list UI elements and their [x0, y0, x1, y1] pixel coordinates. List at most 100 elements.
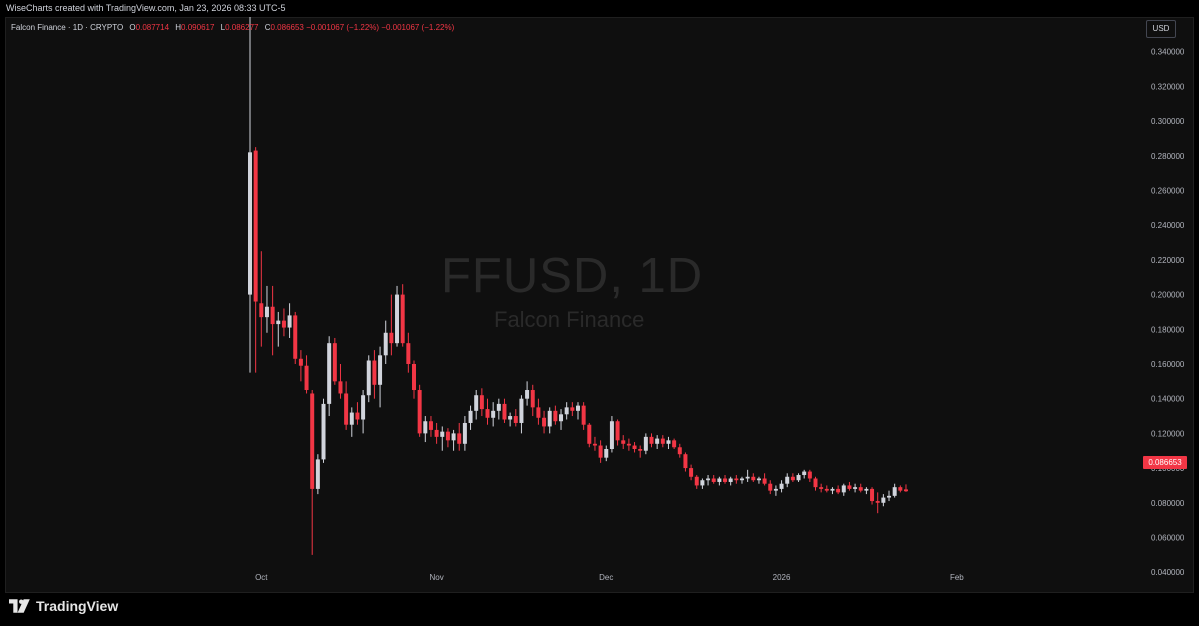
candle [349, 407, 354, 437]
candle [536, 398, 541, 425]
candle [304, 355, 309, 394]
candle [638, 445, 643, 458]
legend-close-value: 0.086653 [270, 23, 304, 32]
candle-body [559, 414, 564, 422]
candle [287, 303, 292, 338]
candle [632, 442, 637, 453]
candle [683, 452, 688, 472]
candle-body [519, 398, 524, 423]
candle-body [819, 487, 824, 489]
legend-open-label: O [129, 23, 136, 32]
candle-body [293, 315, 298, 359]
candle-body [881, 497, 886, 503]
candle [604, 445, 609, 462]
candle [870, 487, 875, 505]
candle [338, 363, 343, 399]
candle [785, 473, 790, 488]
candle [592, 436, 597, 451]
candle-body [411, 363, 416, 391]
candle-body [830, 488, 835, 491]
candle [344, 381, 349, 430]
candle-body [728, 478, 733, 482]
candle [830, 487, 835, 495]
candle [293, 311, 298, 364]
candle [547, 407, 552, 434]
candle-body [479, 395, 484, 410]
candle-body [508, 416, 513, 420]
candle [711, 475, 716, 484]
candle-body [462, 422, 467, 444]
y-tick-label: 0.240000 [1151, 221, 1185, 230]
candle-body [604, 449, 609, 458]
candle [542, 410, 547, 434]
candle [264, 285, 269, 333]
candle [355, 402, 360, 425]
candle-body [496, 403, 501, 411]
candle-body [525, 390, 530, 399]
candle [327, 336, 332, 417]
candle [485, 398, 490, 425]
candle-body [468, 410, 473, 423]
candle [445, 428, 450, 448]
candle-body [575, 405, 580, 411]
candle-body [813, 478, 818, 488]
y-tick-label: 0.060000 [1151, 533, 1185, 542]
y-tick-label: 0.280000 [1151, 152, 1185, 161]
candle-body [643, 436, 648, 451]
y-tick-label: 0.160000 [1151, 360, 1185, 369]
candle [881, 494, 886, 507]
candle-body [581, 405, 586, 425]
candle-body [796, 475, 801, 481]
ohlc-legend: Falcon Finance · 1D · CRYPTO O0.087714 H… [11, 23, 454, 32]
candle-body [344, 393, 349, 425]
candle [706, 475, 711, 486]
candle [762, 473, 767, 486]
tradingview-mark-icon [9, 599, 30, 613]
candle [434, 422, 439, 444]
chart-panel[interactable] [5, 17, 1194, 593]
candle-body [739, 478, 744, 481]
candle [598, 440, 603, 463]
candle [559, 409, 564, 430]
candle-body [310, 393, 315, 489]
candle [875, 492, 880, 514]
candle [898, 485, 903, 493]
candle-body [626, 443, 631, 446]
y-axis: 0.340000 0.320000 0.300000 0.280000 0.260000… [1151, 48, 1185, 577]
legend-close-label: C [264, 23, 271, 32]
candle-body [553, 410, 558, 422]
candle-body [706, 478, 711, 481]
candle-body [621, 440, 626, 444]
x-tick-label: Nov [429, 573, 443, 582]
currency-button[interactable]: USD [1146, 20, 1176, 38]
candle [462, 416, 467, 451]
candle [508, 412, 513, 427]
legend-high-value: 0.090617 [181, 23, 215, 32]
candle [248, 17, 252, 373]
candle-body [655, 438, 660, 444]
candle [310, 390, 315, 555]
candle [491, 402, 496, 427]
tradingview-logo[interactable]: TradingView [9, 598, 118, 614]
candle [649, 433, 654, 448]
candle [660, 435, 665, 448]
candle [575, 402, 580, 420]
candle-body [485, 409, 490, 418]
candle-body [332, 343, 337, 382]
footer [0, 594, 1199, 626]
candle-body [587, 424, 592, 444]
candle [626, 438, 631, 451]
candle-body [349, 412, 354, 425]
candle-body [372, 360, 377, 385]
candle-body [248, 152, 252, 295]
candle-body [474, 395, 479, 411]
candle-body [723, 478, 728, 482]
candle [395, 285, 400, 347]
candle [564, 402, 569, 420]
candle [655, 435, 660, 449]
candle-body [660, 438, 665, 444]
candle-body [779, 483, 784, 489]
candle [672, 438, 677, 449]
candle [853, 483, 858, 493]
